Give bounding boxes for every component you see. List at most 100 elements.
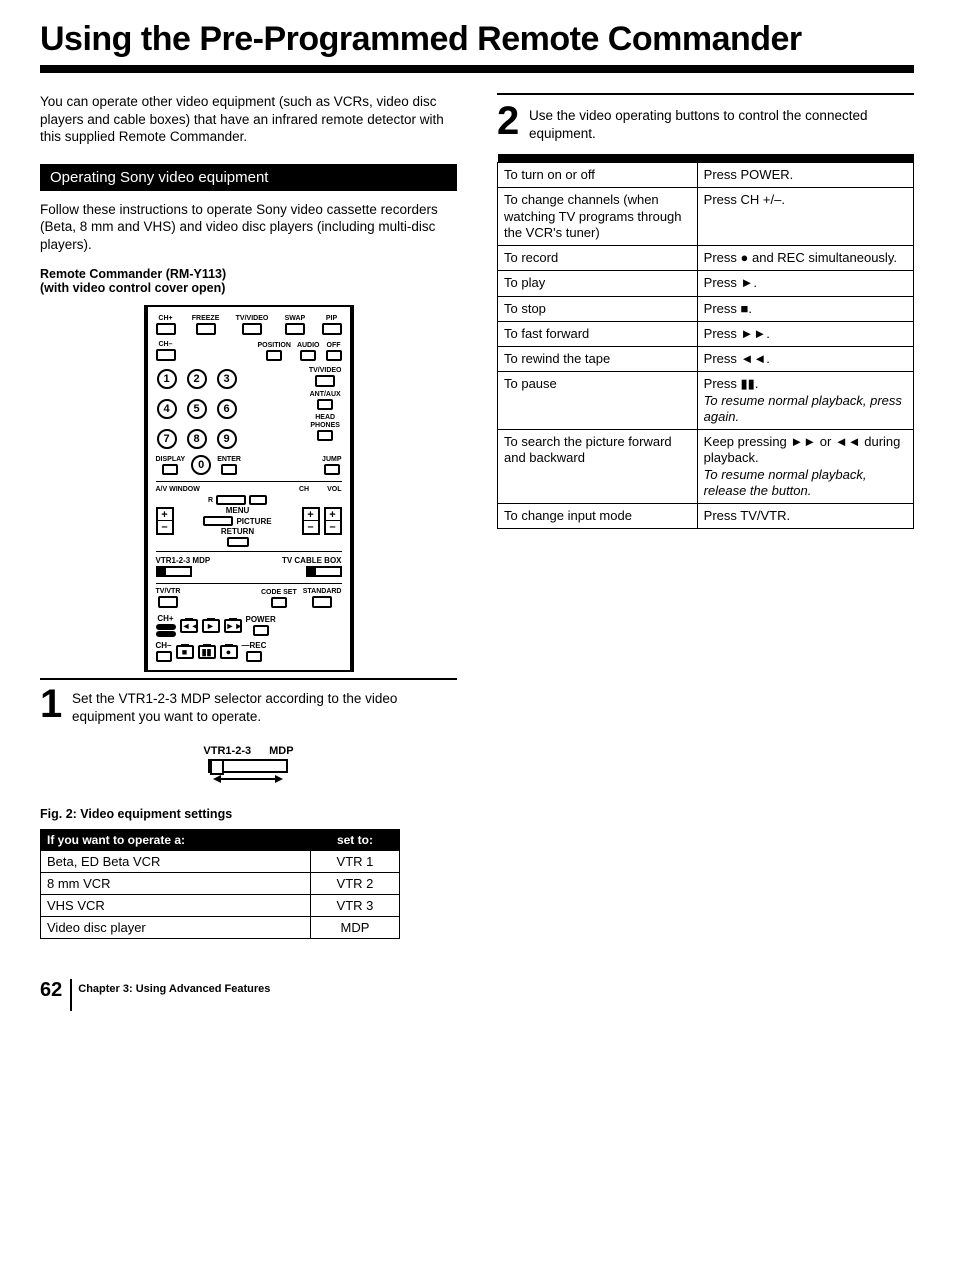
selector-left-label: VTR1-2-3	[203, 745, 251, 757]
button-icon	[227, 537, 249, 547]
table-cell: To fast forward	[498, 321, 698, 346]
rewind-icon: ◄◄	[180, 619, 198, 633]
chapter-label: Chapter 3: Using Advanced Features	[70, 979, 270, 1011]
btn-label: ANT/AUX	[310, 391, 341, 398]
vtr-slider	[156, 566, 192, 577]
button-icon	[249, 495, 267, 505]
btn-label: PHONES	[310, 422, 340, 429]
ops-head-a	[498, 154, 698, 163]
table-cell: Press ▮▮.To resume normal playback, pres…	[697, 372, 913, 430]
vtr-slider-label: VTR1-2-3 MDP	[156, 556, 211, 565]
ff-icon: ►►	[224, 619, 242, 633]
section-heading: Operating Sony video equipment	[40, 164, 457, 191]
table-cell: Press ►►.	[697, 321, 913, 346]
btn-label: CH+	[158, 315, 172, 322]
btn-label: HEAD	[315, 414, 335, 421]
num-button: 7	[157, 429, 177, 449]
vol-plusminus: +–	[324, 507, 342, 535]
btn-label: AUDIO	[297, 342, 320, 349]
btn-label: —REC	[242, 641, 267, 650]
stop-icon: ■	[176, 645, 194, 659]
table-cell: To turn on or off	[498, 163, 698, 188]
step-1-text: Set the VTR1-2-3 MDP selector according …	[72, 686, 457, 725]
number-pad: 1 2 3 4 5 6 7 8 9	[156, 367, 238, 451]
table-cell: To record	[498, 246, 698, 271]
step-2: 2 Use the video operating buttons to con…	[497, 103, 914, 142]
button-icon	[285, 323, 305, 335]
button-icon	[315, 375, 335, 387]
btn-label: FREEZE	[192, 315, 220, 322]
num-button: 6	[217, 399, 237, 419]
button-icon	[300, 350, 316, 361]
section-body: Follow these instructions to operate Son…	[40, 201, 457, 254]
btn-label: SWAP	[285, 315, 306, 322]
play-icon: ►	[202, 619, 220, 633]
right-column: 2 Use the video operating buttons to con…	[497, 93, 914, 1011]
table-cell: Press ● and REC simultaneously.	[697, 246, 913, 271]
selector-right-label: MDP	[269, 745, 293, 757]
vol-label: VOL	[327, 486, 341, 493]
remote-label-2: (with video control cover open)	[40, 281, 457, 295]
table-cell: To rewind the tape	[498, 347, 698, 372]
btn-label: POSITION	[257, 342, 290, 349]
operations-table: To turn on or offPress POWER.To change c…	[497, 154, 914, 529]
rule	[497, 93, 914, 95]
menu-label: MENU	[226, 506, 250, 515]
button-icon	[271, 597, 287, 608]
av-plusminus: +–	[156, 507, 174, 535]
num-button: 9	[217, 429, 237, 449]
picture-label: PICTURE	[236, 517, 271, 526]
btn-label: CH+	[157, 614, 173, 623]
btn-label: CH–	[158, 341, 172, 348]
pause-icon: ▮▮	[198, 645, 216, 659]
btn-label: OFF	[327, 342, 341, 349]
btn-label: CODE SET	[261, 589, 297, 596]
table-cell: VTR 3	[310, 895, 399, 917]
btn-label: TV/VIDEO	[236, 315, 269, 322]
table-cell: Keep pressing ►► or ◄◄ during playback.T…	[697, 430, 913, 504]
table-cell: 8 mm VCR	[41, 873, 311, 895]
button-icon	[322, 323, 342, 335]
table-cell: Video disc player	[41, 917, 311, 939]
num-button: 2	[187, 369, 207, 389]
page-title: Using the Pre-Programmed Remote Commande…	[40, 20, 914, 59]
table-cell: To change channels (when watching TV pro…	[498, 188, 698, 246]
page-number: 62	[40, 979, 62, 1002]
btn-label: TV/VIDEO	[309, 367, 342, 374]
double-arrow-icon	[213, 775, 283, 783]
selector-slider	[208, 759, 288, 773]
title-rule	[40, 65, 914, 73]
button-icon	[216, 495, 246, 505]
fig2-head-a: If you want to operate a:	[41, 830, 311, 851]
btn-label: JUMP	[322, 456, 341, 463]
step-1: 1 Set the VTR1-2-3 MDP selector accordin…	[40, 686, 457, 725]
num-button: 0	[191, 455, 211, 475]
button-icon	[317, 430, 333, 441]
table-cell: VTR 2	[310, 873, 399, 895]
table-cell: Press ■.	[697, 296, 913, 321]
button-icon	[324, 464, 340, 475]
remote-figure: CH+ FREEZE TV/VIDEO SWAP PIP CH– POSITIO…	[40, 305, 457, 672]
intro-text: You can operate other video equipment (s…	[40, 93, 457, 146]
button-icon	[156, 631, 176, 637]
table-cell: VTR 1	[310, 851, 399, 873]
table-cell: MDP	[310, 917, 399, 939]
fig2-head-b: set to:	[310, 830, 399, 851]
remote-outline: CH+ FREEZE TV/VIDEO SWAP PIP CH– POSITIO…	[144, 305, 354, 672]
button-icon	[203, 516, 233, 526]
btn-label: PIP	[326, 315, 337, 322]
btn-label: DISPLAY	[156, 456, 186, 463]
two-column-layout: You can operate other video equipment (s…	[40, 93, 914, 1011]
button-icon	[242, 323, 262, 335]
table-cell: Press ◄◄.	[697, 347, 913, 372]
av-window-label: A/V WINDOW	[156, 486, 200, 493]
rule	[40, 678, 457, 680]
table-cell: Press TV/VTR.	[697, 504, 913, 529]
record-dot-icon: ●	[220, 645, 238, 659]
button-icon	[156, 349, 176, 361]
num-button: 3	[217, 369, 237, 389]
btn-label: STANDARD	[303, 588, 342, 595]
table-cell: To stop	[498, 296, 698, 321]
table-cell: To play	[498, 271, 698, 296]
tv-cable-label: TV CABLE BOX	[282, 556, 342, 565]
